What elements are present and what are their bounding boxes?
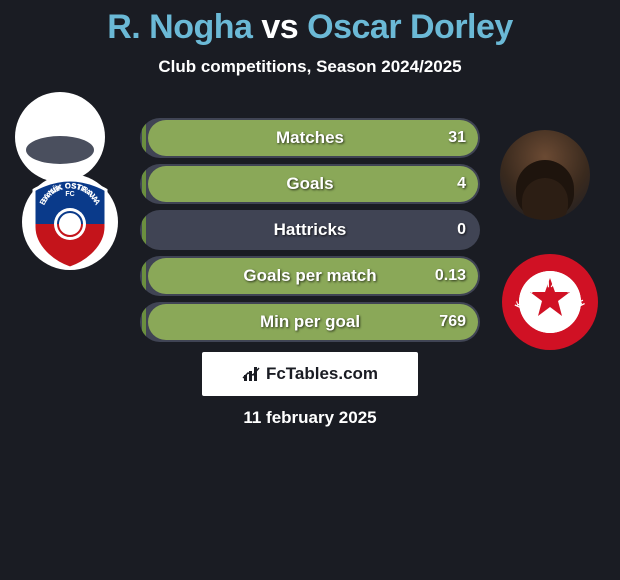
player2-name: Oscar Dorley bbox=[307, 8, 513, 46]
bar-chart-icon bbox=[242, 365, 262, 383]
stat-row: Matches 31 bbox=[140, 118, 480, 158]
stat-row: Hattricks 0 bbox=[140, 210, 480, 250]
player1-silhouette-icon bbox=[15, 92, 105, 182]
comparison-title: R. Nogha vs Oscar Dorley bbox=[0, 0, 620, 47]
stats-bars: Matches 31 Goals 4 Hattricks 0 Goals per… bbox=[140, 118, 480, 348]
slavia-praha-icon: SK SLAVIA PRAHA FOTBAL bbox=[500, 252, 600, 352]
stat-label: Matches bbox=[140, 118, 480, 158]
stat-row: Goals per match 0.13 bbox=[140, 256, 480, 296]
stat-label: Min per goal bbox=[140, 302, 480, 342]
stat-value-right: 31 bbox=[448, 118, 466, 158]
player1-name: R. Nogha bbox=[107, 8, 252, 46]
competition-subtitle: Club competitions, Season 2024/2025 bbox=[0, 57, 620, 77]
stat-value-right: 4 bbox=[457, 164, 466, 204]
stat-row: Min per goal 769 bbox=[140, 302, 480, 342]
stat-label: Hattricks bbox=[140, 210, 480, 250]
vs-word: vs bbox=[261, 8, 298, 46]
brand-watermark: FcTables.com bbox=[202, 352, 418, 396]
player1-club-crest: BANÍK OSTRAVA BANÍK OSTRAVA FC bbox=[20, 172, 120, 272]
stat-row: Goals 4 bbox=[140, 164, 480, 204]
stat-label: Goals bbox=[140, 164, 480, 204]
stat-value-right: 0.13 bbox=[435, 256, 466, 296]
banik-ostrava-icon: BANÍK OSTRAVA BANÍK OSTRAVA FC bbox=[20, 172, 120, 272]
stat-value-right: 769 bbox=[439, 302, 466, 342]
svg-text:FC: FC bbox=[65, 191, 74, 198]
stat-label: Goals per match bbox=[140, 256, 480, 296]
brand-text: FcTables.com bbox=[266, 364, 378, 384]
player2-club-crest: SK SLAVIA PRAHA FOTBAL bbox=[500, 252, 600, 352]
snapshot-date: 11 february 2025 bbox=[0, 408, 620, 428]
player2-avatar bbox=[500, 130, 590, 220]
stat-value-right: 0 bbox=[457, 210, 466, 250]
player1-avatar bbox=[15, 92, 105, 182]
